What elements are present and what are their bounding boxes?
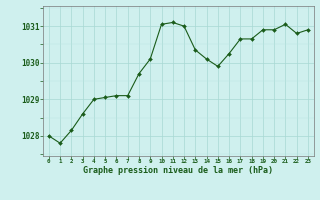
- X-axis label: Graphe pression niveau de la mer (hPa): Graphe pression niveau de la mer (hPa): [84, 166, 273, 175]
